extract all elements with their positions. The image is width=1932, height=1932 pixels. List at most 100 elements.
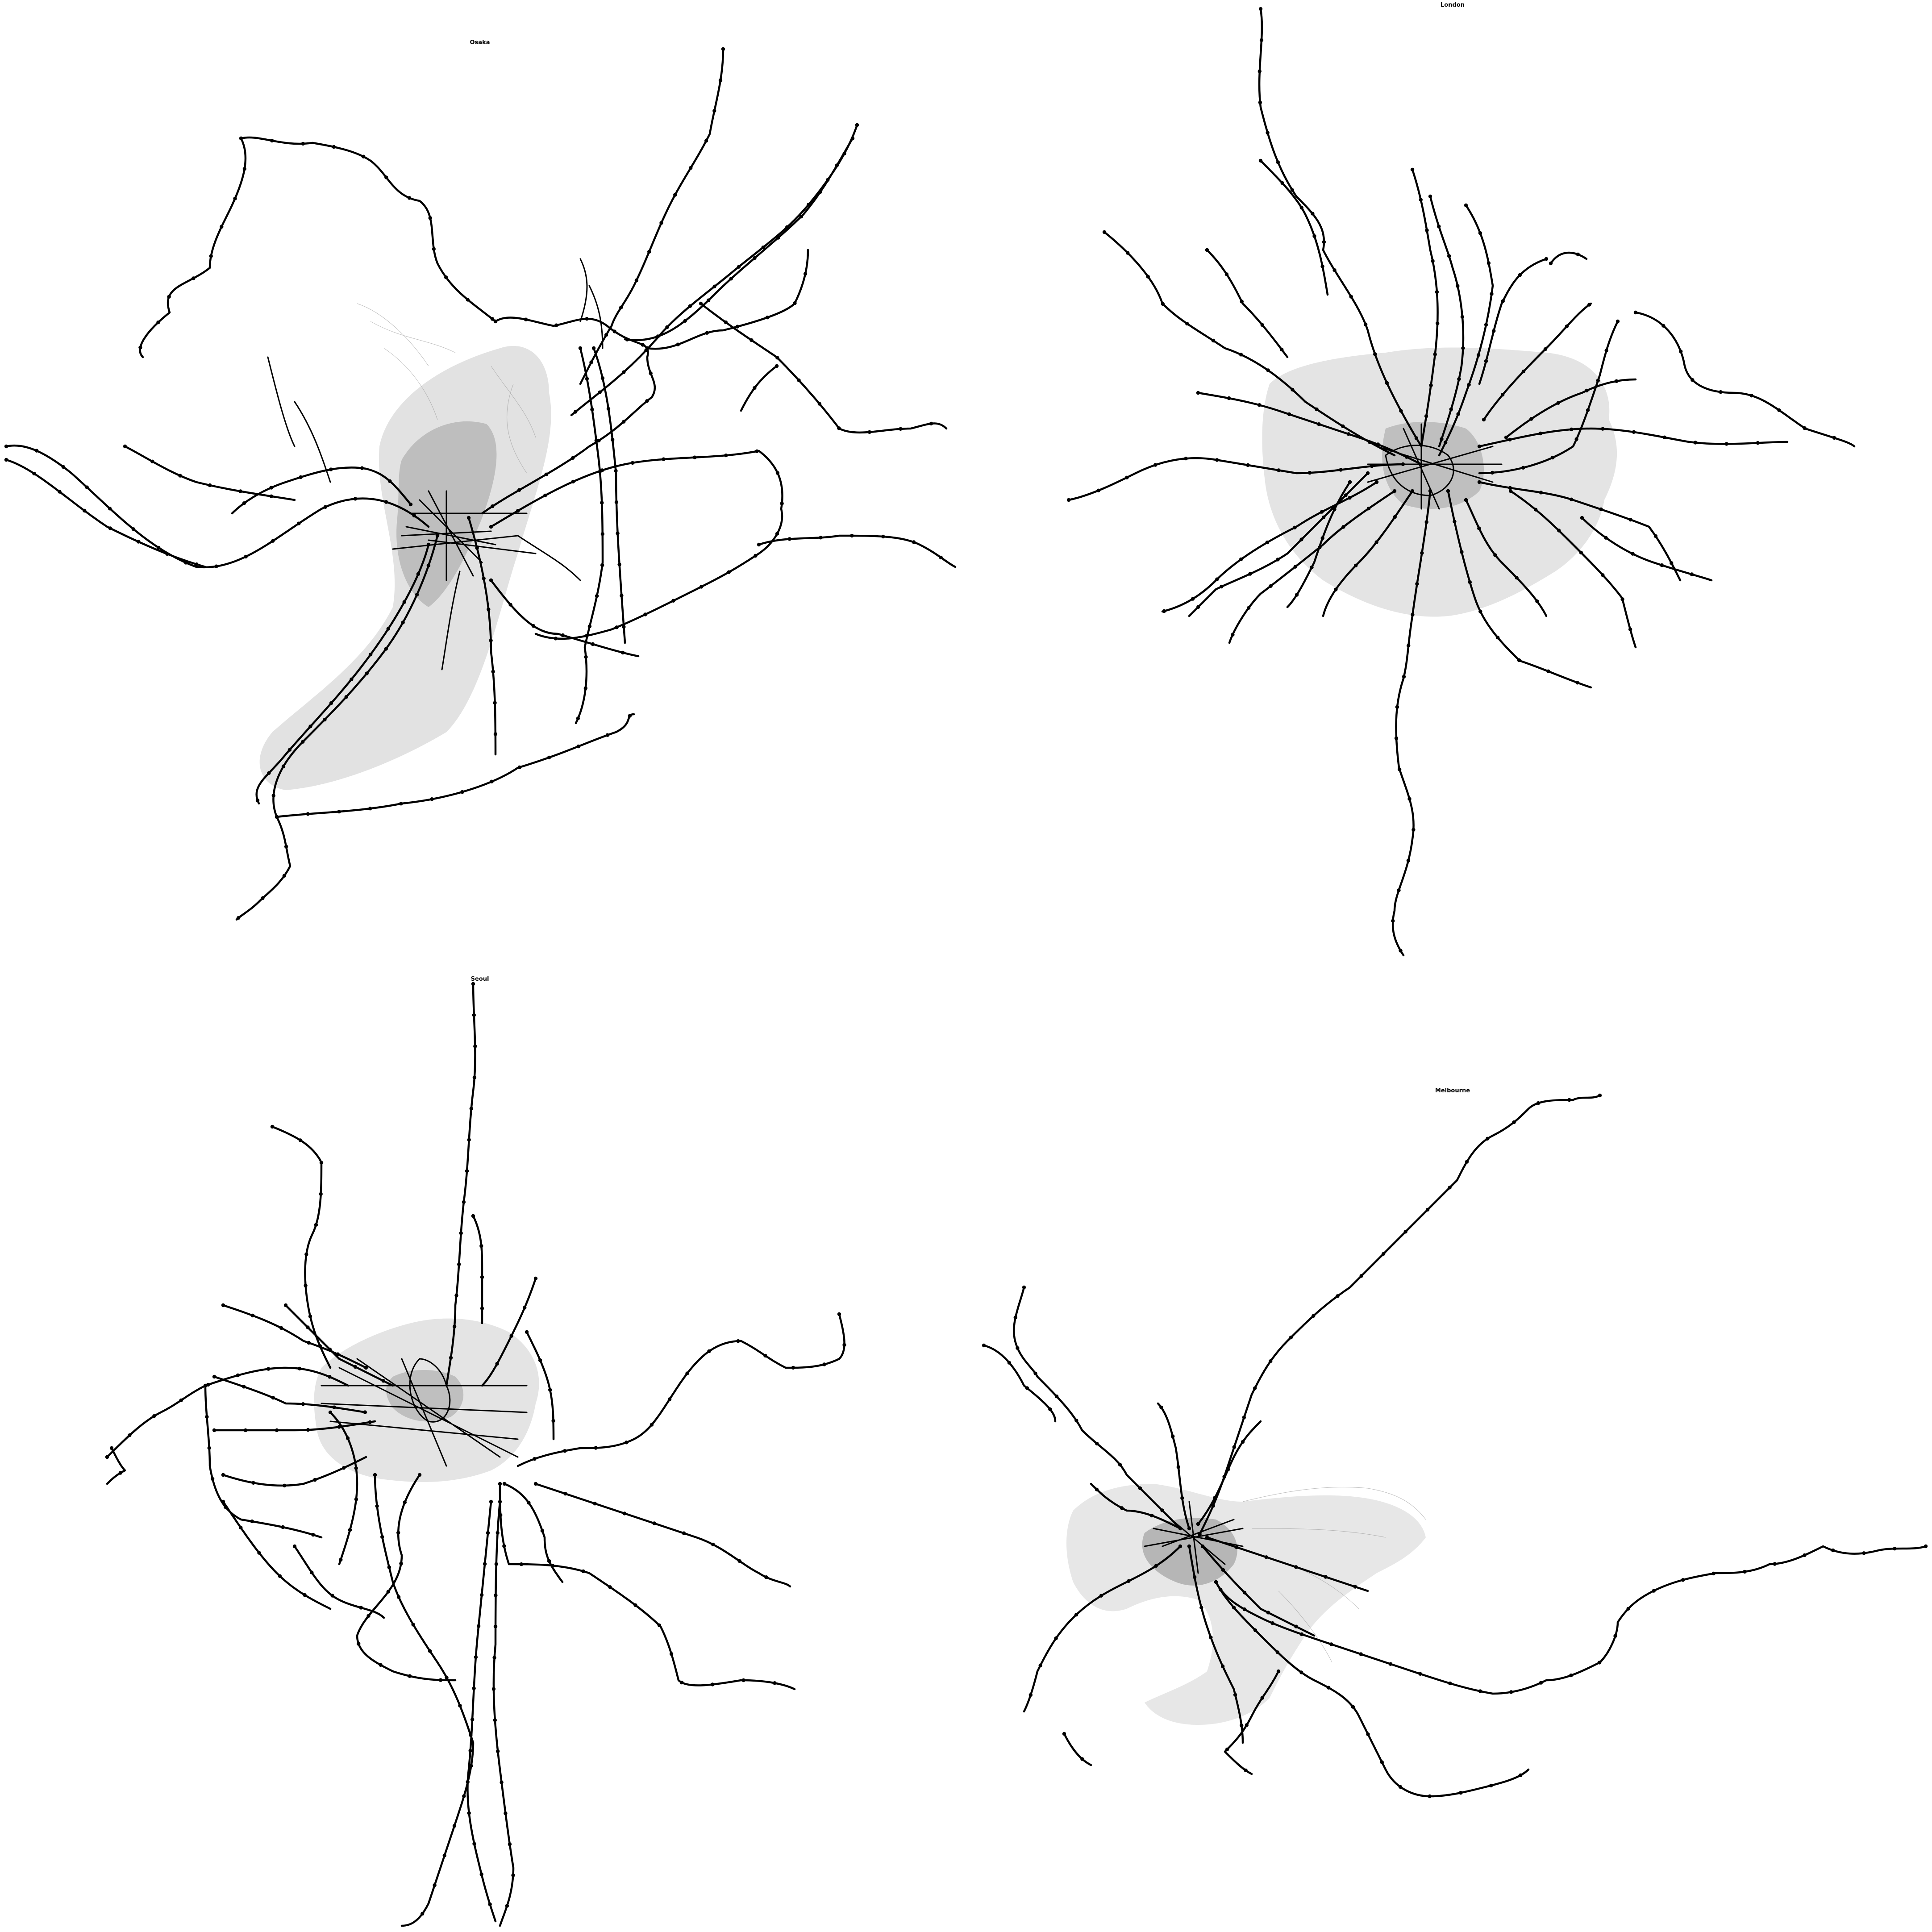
london-station-dot <box>1461 346 1465 350</box>
osaka-rail-line <box>235 816 291 921</box>
seoul-station-dot <box>492 1656 496 1660</box>
osaka-station-dot <box>615 625 619 629</box>
seoul-station-dot <box>667 1397 672 1401</box>
melbourne-station-dot <box>1418 1672 1422 1676</box>
seoul-station-dot <box>468 1749 472 1753</box>
osaka-station-dot <box>543 493 547 498</box>
seoul-rail-line <box>204 1384 323 1539</box>
seoul-station-dot <box>472 1686 476 1690</box>
osaka-station-dot <box>192 276 196 280</box>
osaka-station-dot <box>108 507 112 511</box>
osaka-station-dot <box>787 537 791 541</box>
melbourne-station-dot <box>1269 1359 1273 1363</box>
seoul-street-network <box>314 1318 539 1482</box>
osaka-station-dot <box>466 516 471 520</box>
london-station-dot <box>1102 230 1107 234</box>
map-title-melbourne: Melbourne <box>1435 1087 1470 1094</box>
melbourne-station-dot <box>1240 1723 1244 1728</box>
osaka-station-dot <box>426 563 431 568</box>
london-station-dot <box>1446 489 1450 493</box>
london-station-dot <box>1349 295 1353 299</box>
seoul-station-dot <box>523 1306 527 1310</box>
melbourne-station-dot <box>1294 1624 1298 1628</box>
london-station-dot <box>1477 526 1481 530</box>
london-station-dot <box>1556 401 1560 405</box>
london-station-dot <box>1457 377 1461 381</box>
melbourne-station-dot <box>1038 1663 1042 1667</box>
seoul-station-dot <box>563 1449 567 1453</box>
melbourne-station-dot <box>1327 1686 1331 1690</box>
seoul-station-dot <box>511 1873 515 1878</box>
seoul-station-dot <box>822 1362 826 1366</box>
melbourne-station-dot <box>1539 1681 1543 1685</box>
seoul-station-dot <box>236 1373 240 1378</box>
map-panel-osaka: Osaka <box>0 0 966 966</box>
osaka-station-dot <box>634 278 639 283</box>
seoul-station-dot <box>205 1415 209 1419</box>
london-station-dot <box>1546 669 1550 674</box>
london-station-dot <box>1184 456 1188 461</box>
osaka-station-dot <box>774 364 779 368</box>
osaka-station-dot <box>493 701 497 705</box>
seoul-station-dot <box>224 1505 228 1509</box>
seoul-station-dot <box>442 1853 446 1857</box>
osaka-station-dot <box>233 196 237 200</box>
seoul-station-dot <box>354 1497 358 1501</box>
seoul-rail-dense-core <box>321 1358 528 1467</box>
melbourne-station-dot <box>1138 1486 1142 1491</box>
melbourne-station-dot <box>1613 1634 1617 1638</box>
london-station-dot <box>1293 565 1297 569</box>
osaka-station-dot <box>299 475 303 479</box>
melbourne-station-dot <box>1652 1589 1656 1593</box>
seoul-network-map <box>105 982 846 1927</box>
osaka-station-dot <box>61 465 66 469</box>
osaka-station-dot <box>386 627 390 631</box>
osaka-station-dot <box>408 502 413 507</box>
osaka-station-dot <box>547 755 551 760</box>
melbourne-station-dot <box>1171 1434 1175 1438</box>
melbourne-station-dot <box>1597 1661 1602 1665</box>
london-station-dot <box>1628 627 1632 632</box>
osaka-station-dot <box>604 333 608 337</box>
london-rail-line <box>1478 481 1682 582</box>
seoul-station-dot <box>396 1531 400 1535</box>
melbourne-station-dot <box>1048 1407 1052 1412</box>
melbourne-station-dot <box>1478 1689 1482 1693</box>
london-network-map <box>1066 7 1856 957</box>
osaka-station-dot <box>368 653 373 657</box>
osaka-station-dot <box>718 78 723 82</box>
london-station-dot <box>1287 412 1291 416</box>
london-station-dot <box>1391 919 1395 923</box>
seoul-station-dot <box>298 1138 303 1142</box>
melbourne-station-dot <box>1054 1394 1059 1399</box>
osaka-rail-line <box>467 516 497 756</box>
osaka-station-dot <box>517 488 521 492</box>
seoul-station-dot <box>608 1585 612 1589</box>
osaka-station-dot <box>275 815 279 819</box>
london-station-dot <box>1096 488 1100 493</box>
osaka-station-dot <box>490 317 495 321</box>
london-station-dot <box>1508 437 1512 441</box>
london-station-dot <box>1490 292 1494 296</box>
melbourne-station-dot <box>1226 1467 1230 1471</box>
seoul-station-dot <box>502 1482 507 1486</box>
melbourne-station-dot <box>1095 1441 1099 1446</box>
london-station-dot <box>1295 593 1299 597</box>
london-station-dot <box>1551 455 1555 460</box>
london-station-dot <box>1146 275 1150 279</box>
seoul-station-dot <box>470 1717 475 1722</box>
london-station-dot <box>1493 553 1497 557</box>
melbourne-station-dot <box>1013 1316 1017 1320</box>
osaka-station-dot <box>797 378 801 383</box>
melbourne-station-dot <box>1127 1579 1131 1583</box>
seoul-station-dot <box>251 1481 255 1485</box>
seoul-station-dot <box>480 1275 484 1279</box>
seoul-station-dot <box>550 1564 555 1568</box>
osaka-station-dot <box>819 536 823 540</box>
london-station-dot <box>1749 394 1753 398</box>
seoul-rail-line <box>481 1277 537 1387</box>
osaka-station-dot <box>242 167 246 171</box>
osaka-rail-line <box>575 347 604 724</box>
seoul-station-dot <box>495 1362 499 1366</box>
seoul-station-dot <box>179 1398 183 1403</box>
